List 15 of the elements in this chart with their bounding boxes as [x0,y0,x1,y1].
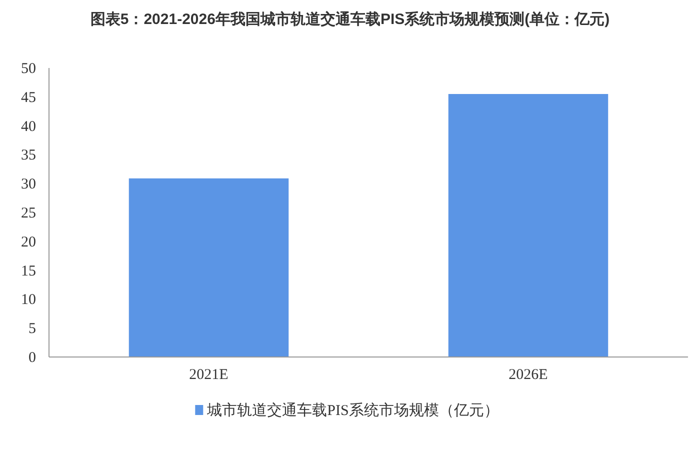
y-tick-label: 35 [21,148,36,164]
y-tick-label: 5 [28,321,36,338]
x-tick-label: 2026E [508,367,548,383]
y-tick-label: 0 [28,350,36,366]
y-tick-label: 25 [21,206,36,222]
y-tick-label: 10 [21,292,36,308]
y-tick-label: 15 [21,263,36,280]
x-tick-label: 2021E [189,367,228,383]
legend-label: 城市轨道交通车载PIS系统市场规模（亿元） [206,402,499,419]
y-tick-label: 50 [21,61,36,77]
chart-title: 图表5：2021-2026年我国城市轨道交通车载PIS系统市场规模预测(单位：亿元) [90,10,610,28]
y-tick-label: 20 [21,234,36,250]
y-tick-label: 40 [21,118,36,135]
y-tick-label: 30 [21,176,36,193]
y-tick-label: 45 [21,90,36,106]
